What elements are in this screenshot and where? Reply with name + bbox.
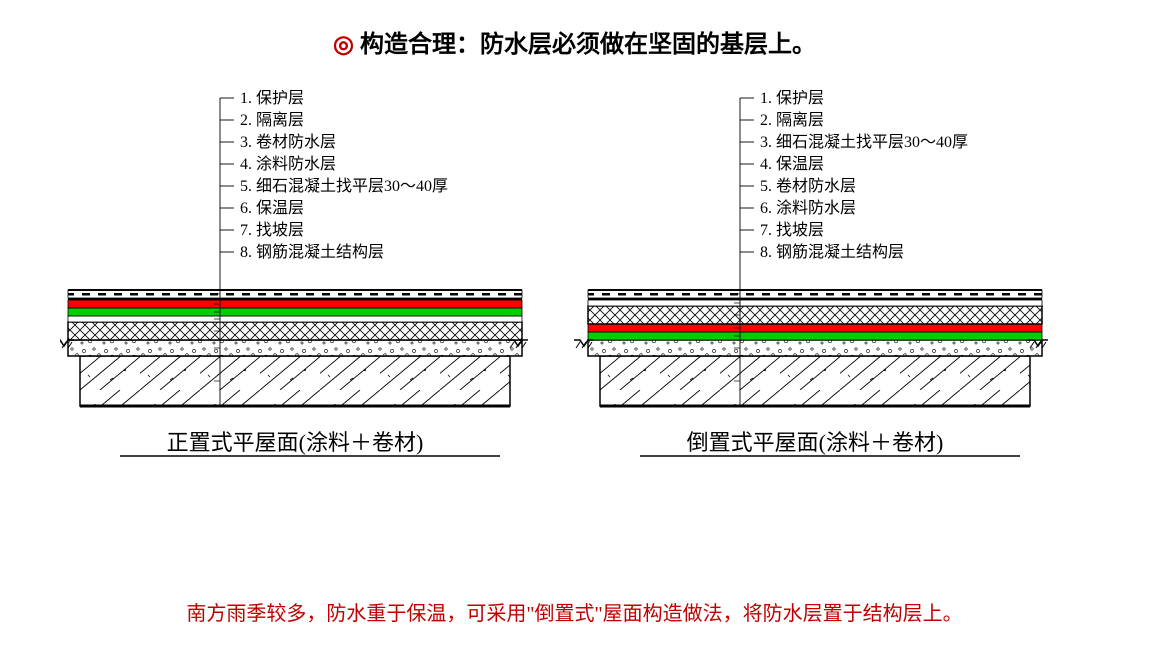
layer-protect — [588, 290, 1042, 298]
layer-slab — [600, 356, 1030, 406]
layer-label: 2. 隔离层 — [240, 111, 304, 129]
layer-label: 3. 卷材防水层 — [240, 133, 336, 151]
layer-label: 1. 保护层 — [240, 90, 304, 107]
layer-label: 7. 找坡层 — [760, 221, 824, 239]
layer-label: 4. 保温层 — [760, 155, 824, 173]
layer-slab — [80, 356, 510, 406]
layer-insulation — [68, 322, 522, 340]
diagram-caption: 正置式平屋面(涂料＋卷材) — [167, 430, 424, 455]
layer-label: 8. 钢筋混凝土结构层 — [240, 243, 384, 261]
layer-screed — [588, 300, 1042, 306]
layer-membrane — [588, 324, 1042, 332]
layer-label: 4. 涂料防水层 — [240, 155, 336, 173]
layer-label: 5. 细石混凝土找平层30～40厚 — [240, 177, 448, 195]
footnote-text: 南方雨季较多，防水重于保温，可采用"倒置式"屋面构造做法，将防水层置于结构层上。 — [0, 597, 1149, 626]
title-text: 构造合理：防水层必须做在坚固的基层上。 — [360, 32, 816, 58]
layer-label: 6. 涂料防水层 — [760, 199, 856, 217]
layer-coating — [588, 332, 1042, 340]
layer-insulation — [588, 306, 1042, 324]
layer-label: 8. 钢筋混凝土结构层 — [760, 243, 904, 261]
layer-label: 2. 隔离层 — [760, 111, 824, 129]
layer-label: 7. 找坡层 — [240, 221, 304, 239]
layer-membrane — [68, 300, 522, 308]
diagram-svg: 1. 保护层 2. 隔离层 3. 卷材防水层 4. 涂料防水层 5. 细石混凝土找平层3… — [60, 90, 1090, 520]
layer-slope — [68, 340, 522, 356]
layer-label: 3. 细石混凝土找平层30～40厚 — [760, 133, 968, 151]
diagram-caption: 倒置式平屋面(涂料＋卷材) — [687, 430, 944, 455]
layer-label: 6. 保温层 — [240, 199, 304, 217]
layer-protect — [68, 290, 522, 298]
layer-slope — [588, 340, 1042, 356]
diagrams-container: 1. 保护层 2. 隔离层 3. 卷材防水层 4. 涂料防水层 5. 细石混凝土找平层3… — [60, 90, 1090, 530]
layer-label: 1. 保护层 — [760, 90, 824, 107]
layer-coating — [68, 308, 522, 316]
page-title: ◎构造合理：防水层必须做在坚固的基层上。 — [0, 24, 1149, 59]
layer-label: 5. 卷材防水层 — [760, 177, 856, 195]
bullet-icon: ◎ — [333, 32, 354, 58]
layer-screed — [68, 316, 522, 322]
